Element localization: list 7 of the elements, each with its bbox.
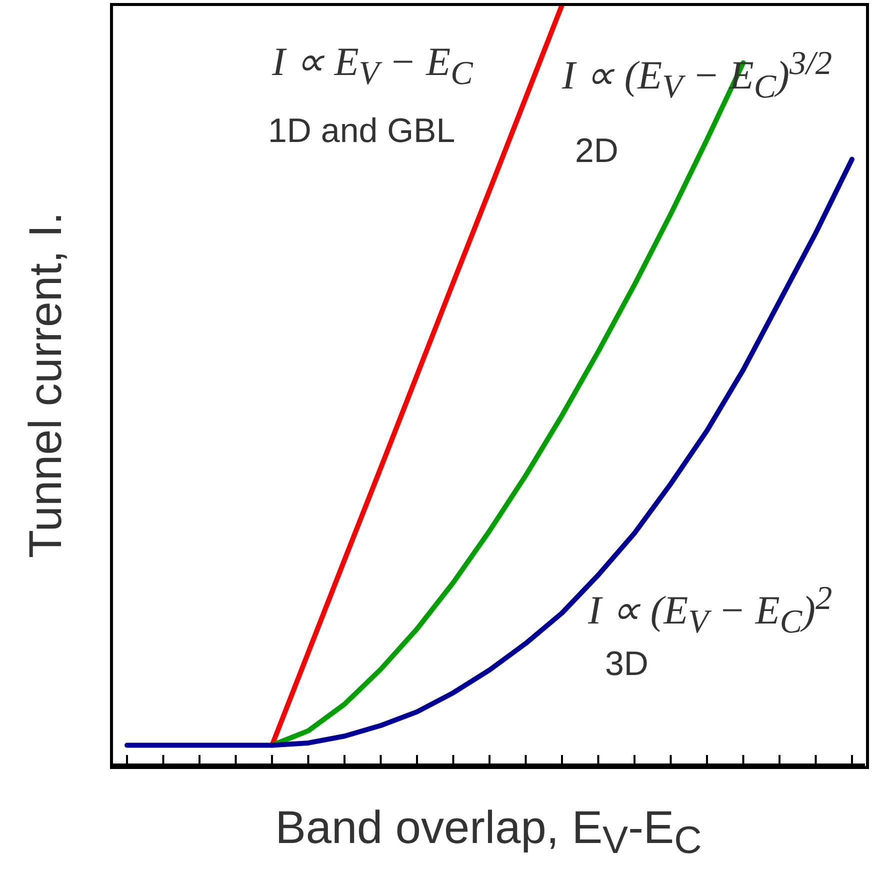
annotation: I ∝ (E$_{V}$ − E$_{C}$)$^{2}$ [588,580,832,642]
annotation: I ∝ E$_{V}$ − E$_{C}$ [272,38,473,93]
y-axis-title: Tunnel current, I. [18,212,72,558]
x-axis-title: Band overlap, E$_{V}$-E$_{C}$ [274,800,703,864]
annotation: 3D [605,645,648,684]
annotation: 1D and GBL [268,112,456,151]
annotation: 2D [575,132,618,171]
